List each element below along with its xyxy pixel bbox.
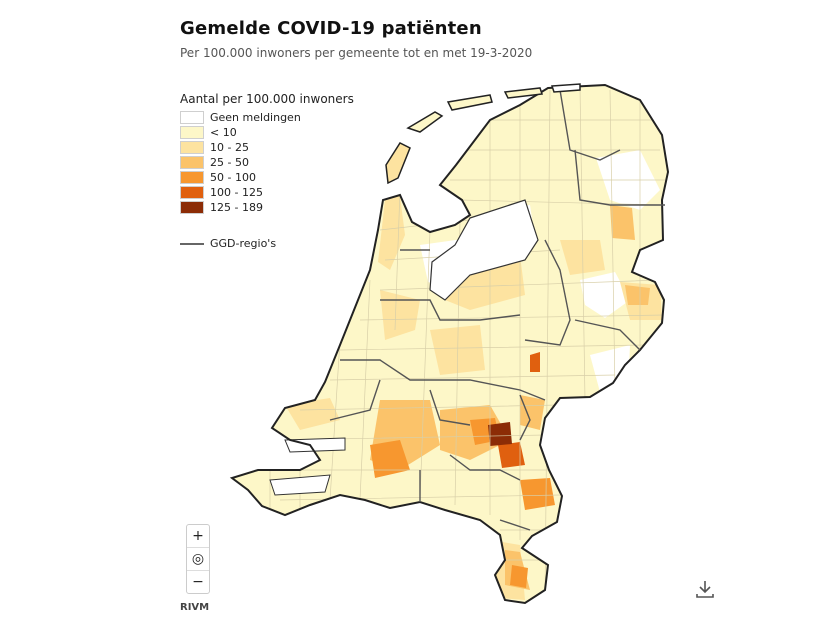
island-texel[interactable]: [385, 142, 411, 185]
island-terschelling[interactable]: [446, 94, 493, 111]
source-label: RIVM: [180, 602, 210, 613]
island-schiermonnikoog[interactable]: [550, 83, 581, 93]
municipality-125-189[interactable]: [488, 422, 512, 446]
legend-item: Geen meldingen: [180, 110, 354, 125]
legend-item-label: 100 - 125: [210, 186, 263, 199]
legend-item-label: 10 - 25: [210, 141, 249, 154]
legend-title: Aantal per 100.000 inwoners: [180, 92, 354, 106]
legend-ggd-label: GGD-regio's: [210, 237, 277, 250]
legend-item-label: 125 - 189: [210, 201, 263, 214]
municipality-10-25[interactable]: [285, 398, 340, 430]
zoom-out-button[interactable]: −: [192, 574, 204, 590]
westerschelde: [269, 474, 331, 496]
legend-item: 10 - 25: [180, 140, 354, 155]
zoom-in-button[interactable]: +: [187, 525, 209, 548]
ijsselmeer: [429, 199, 539, 301]
municipality-25-50[interactable]: [625, 285, 650, 305]
legend-swatch: [180, 141, 204, 154]
download-icon[interactable]: [694, 578, 716, 600]
legend-item-label: 50 - 100: [210, 171, 256, 184]
municipality-25-50[interactable]: [610, 205, 635, 240]
municipality-25-50[interactable]: [520, 395, 545, 430]
legend-item: < 10: [180, 125, 354, 140]
map-subtitle: Per 100.000 inwoners per gemeente tot en…: [180, 46, 533, 60]
legend-swatch: [180, 171, 204, 184]
legend-swatch: [180, 156, 204, 169]
legend-ggd-line: [180, 242, 204, 245]
island-ameland[interactable]: [503, 87, 544, 99]
municipality-50-100[interactable]: [370, 440, 410, 478]
legend-swatch: [180, 186, 204, 199]
map-title: Gemelde COVID-19 patiënten: [180, 18, 482, 39]
legend-swatch: [180, 201, 204, 214]
municipality-100-125[interactable]: [498, 442, 525, 468]
zoom-reset-button[interactable]: ◎: [187, 548, 209, 571]
zoom-control: + ◎ −: [186, 524, 210, 594]
municipality-50-100[interactable]: [510, 565, 528, 588]
legend-swatch: [180, 126, 204, 139]
municipality-10-25[interactable]: [380, 290, 420, 340]
legend-swatch: [180, 111, 204, 124]
legend-item-label: < 10: [210, 126, 237, 139]
municipality-no-reports[interactable]: [580, 272, 630, 318]
legend-item-label: Geen meldingen: [210, 111, 301, 124]
legend-ggd-row: GGD-regio's: [180, 237, 354, 250]
legend-item: 50 - 100: [180, 170, 354, 185]
municipality-100-125[interactable]: [530, 352, 540, 372]
legend-item-label: 25 - 50: [210, 156, 249, 169]
island-vlieland[interactable]: [406, 111, 444, 133]
municipality-50-100[interactable]: [520, 478, 555, 510]
legend-item: 100 - 125: [180, 185, 354, 200]
legend-item: 25 - 50: [180, 155, 354, 170]
legend-items: Geen meldingen < 10 10 - 25 25 - 50 50 - 100…: [180, 110, 354, 215]
legend: Aantal per 100.000 inwoners Geen melding…: [180, 92, 354, 250]
municipality-10-25[interactable]: [378, 196, 405, 270]
legend-item: 125 - 189: [180, 200, 354, 215]
ggd-region-lines: [329, 89, 665, 531]
